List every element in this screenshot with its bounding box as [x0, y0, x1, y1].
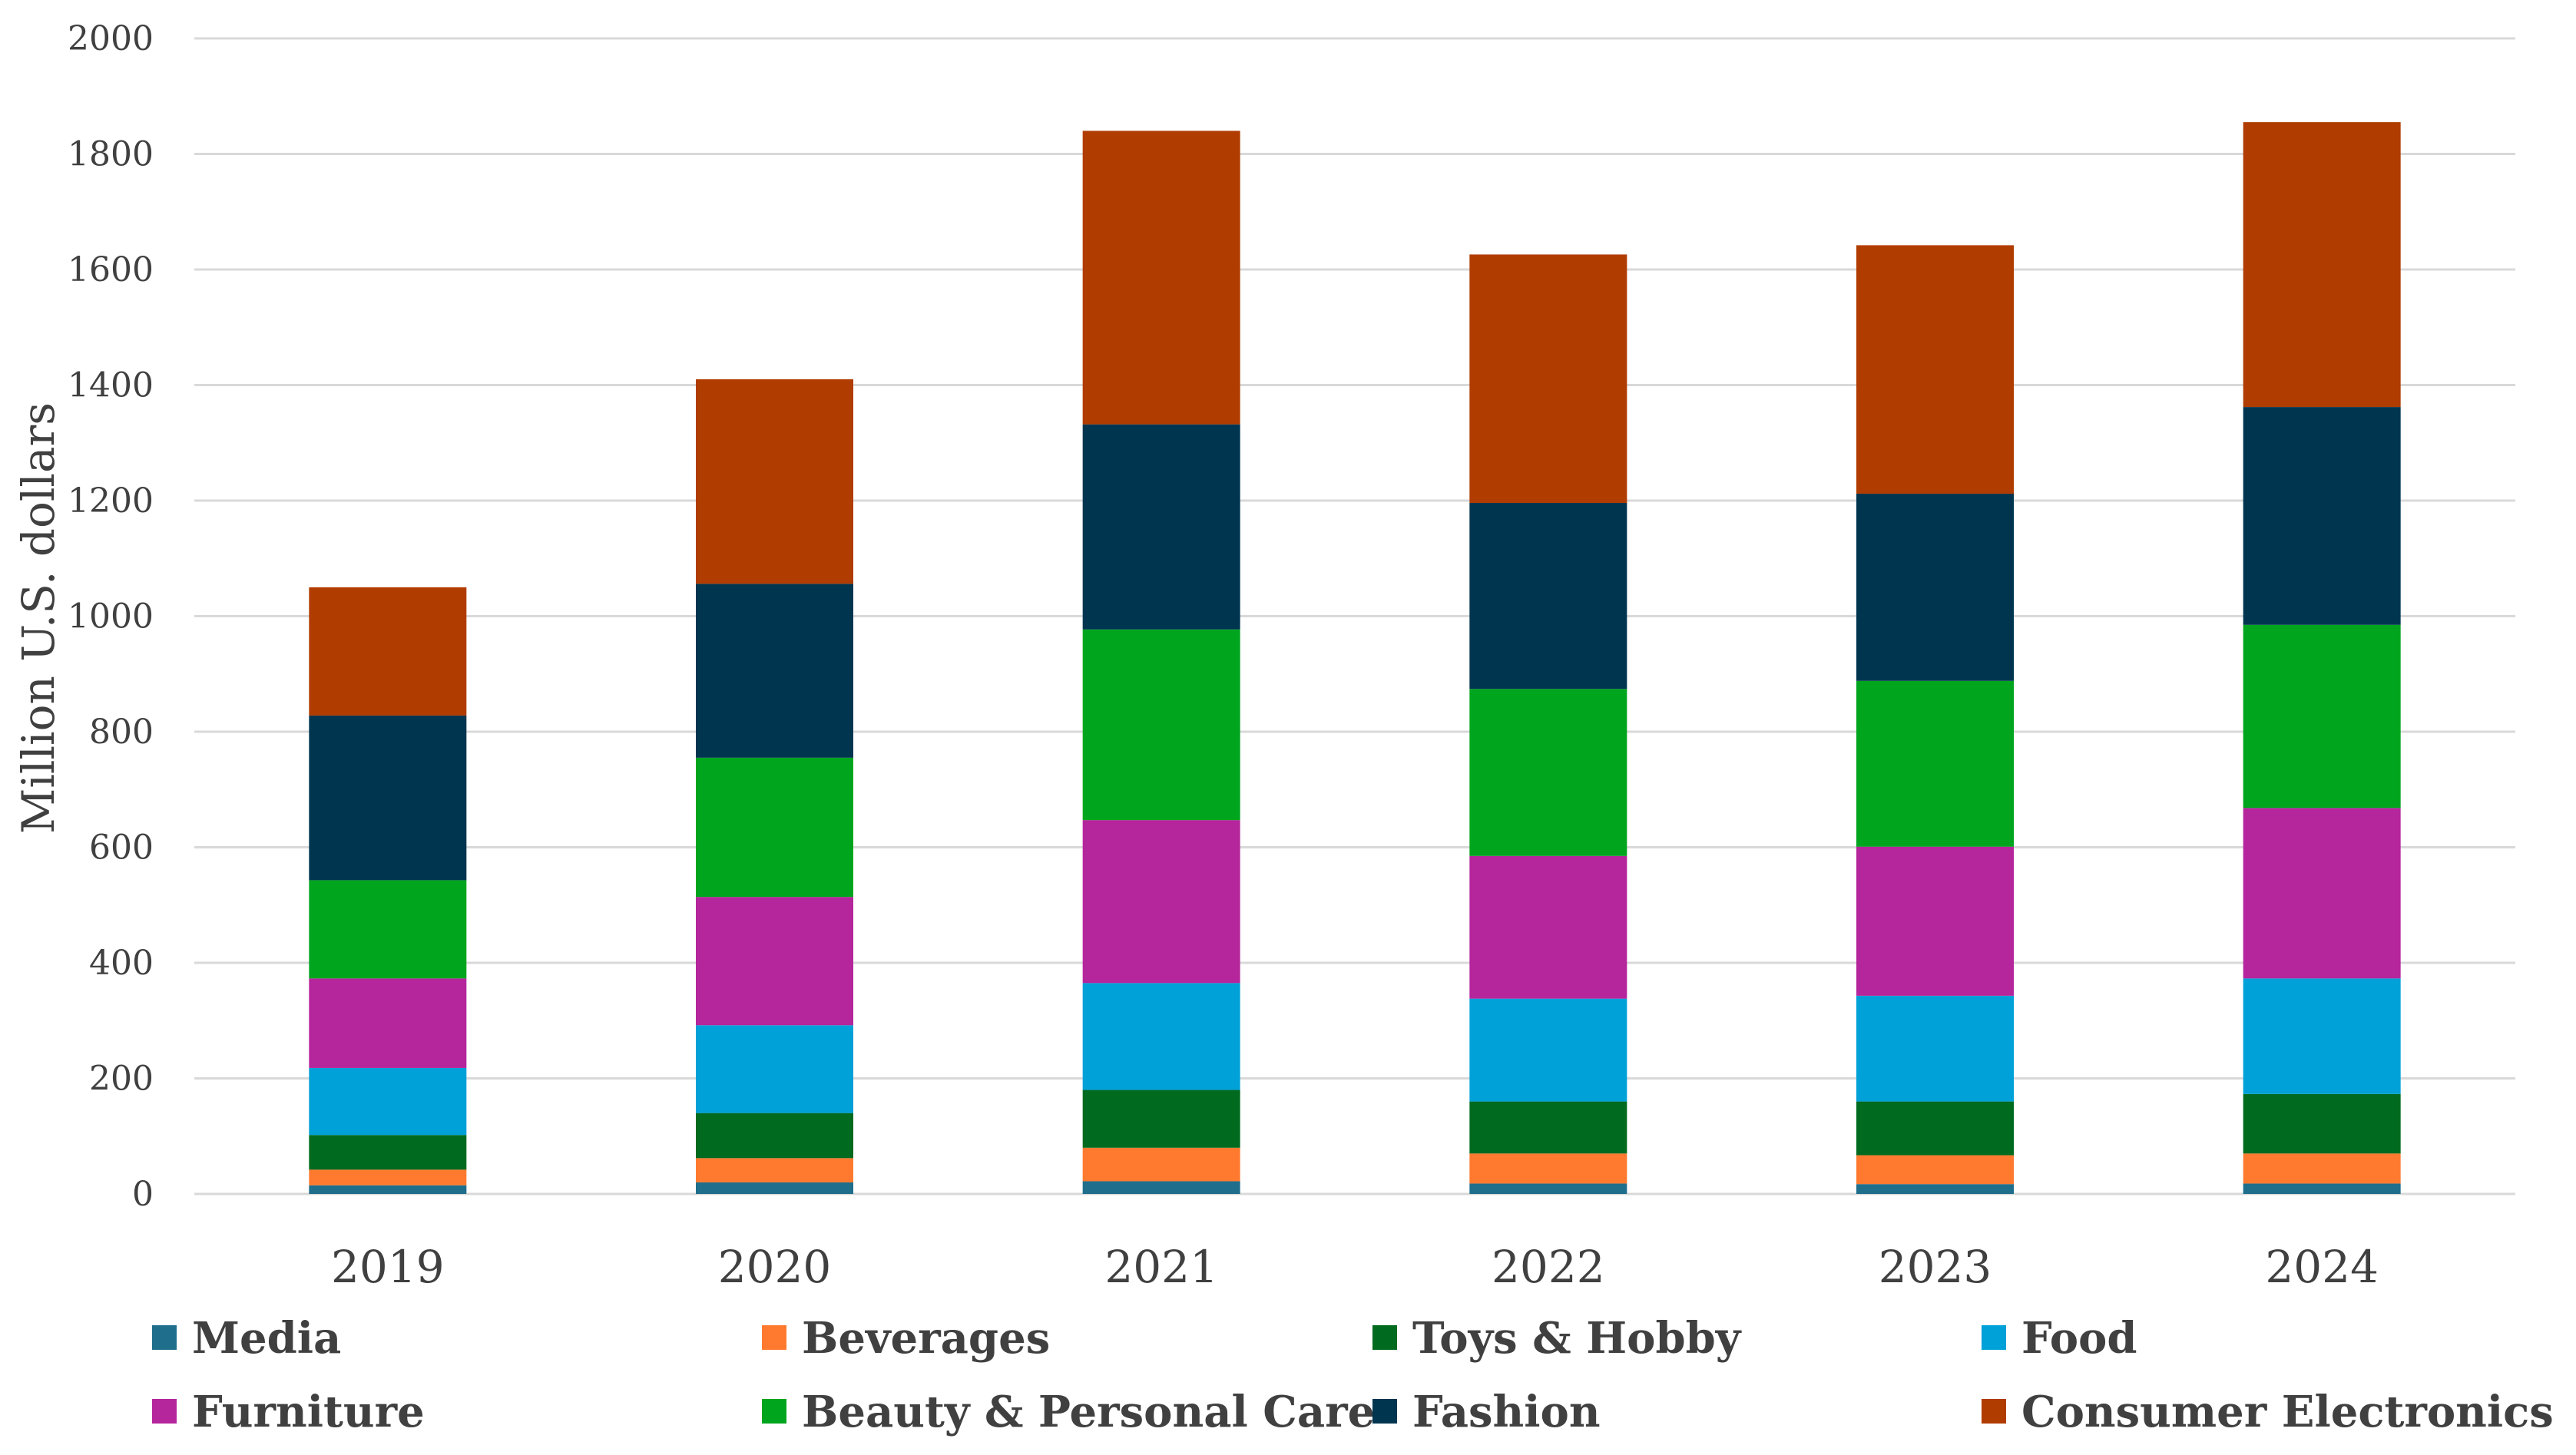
- bar-segment: [309, 715, 467, 881]
- bar-segment: [1082, 629, 1240, 821]
- bar-segment: [309, 978, 467, 1068]
- y-tick-label: 1000: [68, 597, 154, 637]
- legend-label: Beverages: [802, 1313, 1050, 1364]
- bar-segment: [1469, 998, 1627, 1102]
- legend-item: Beverages: [762, 1313, 1050, 1364]
- bar-segment: [1082, 1181, 1240, 1194]
- bar-segment: [2243, 978, 2401, 1094]
- legend-item: Food: [1982, 1313, 2137, 1364]
- bar-segment: [696, 379, 853, 584]
- bar-segment: [696, 584, 853, 758]
- bar-segment: [1469, 1153, 1627, 1184]
- bar-segment: [1856, 1155, 2014, 1185]
- legend-label: Toys & Hobby: [1412, 1313, 1742, 1364]
- bars: [309, 122, 2401, 1194]
- bar-segment: [1856, 680, 2014, 847]
- y-tick-label: 1400: [68, 366, 154, 405]
- y-axis-ticks: 0 200 400 600 800 1000 1200 1400 1600 1800 2000: [68, 19, 154, 1214]
- x-tick-label: 2022: [1492, 1241, 1605, 1293]
- y-tick-label: 400: [89, 944, 154, 983]
- legend: Media Beverages Toys & Hobby Food Furniture B…: [152, 1313, 2554, 1437]
- bar-segment: [2243, 1153, 2401, 1184]
- legend-item: Fashion: [1372, 1387, 1601, 1437]
- legend-label: Fashion: [1412, 1387, 1601, 1437]
- bar-segment: [1856, 995, 2014, 1102]
- legend-label: Food: [2021, 1313, 2137, 1364]
- y-tick-label: 1600: [68, 250, 154, 289]
- bar-segment: [2243, 407, 2401, 625]
- y-tick-label: 800: [89, 713, 154, 752]
- bar-segment: [1469, 1101, 1627, 1154]
- bar-segment: [2243, 624, 2401, 809]
- bar-segment: [309, 587, 467, 716]
- x-tick-label: 2020: [718, 1241, 832, 1293]
- bar-segment: [696, 1158, 853, 1182]
- bar-segment: [2243, 808, 2401, 979]
- bar-segment: [2243, 122, 2401, 408]
- bar-segment: [696, 757, 853, 898]
- gridlines: [194, 37, 2515, 1195]
- x-tick-label: 2024: [2265, 1241, 2379, 1293]
- x-axis-labels: 2019 2020 2021 2022 2023 2024: [331, 1241, 2379, 1293]
- bar-segment: [2243, 1183, 2401, 1194]
- bar-segment: [1469, 855, 1627, 999]
- legend-swatch: [1372, 1325, 1397, 1350]
- y-tick-label: 200: [89, 1060, 154, 1099]
- y-tick-label: 0: [132, 1175, 154, 1214]
- bar-segment: [1082, 983, 1240, 1090]
- legend-item: Toys & Hobby: [1372, 1313, 1742, 1364]
- bar-segment: [1082, 131, 1240, 425]
- bar-segment: [309, 1169, 467, 1185]
- legend-swatch: [762, 1399, 786, 1424]
- bar-segment: [1469, 689, 1627, 856]
- bar-segment: [1082, 1147, 1240, 1182]
- bar-segment: [1856, 1184, 2014, 1194]
- bar-segment: [1856, 846, 2014, 996]
- legend-swatch: [1982, 1399, 2006, 1424]
- legend-label: Media: [192, 1313, 341, 1364]
- bar-segment: [309, 1135, 467, 1170]
- bar-segment: [1082, 1090, 1240, 1148]
- bar-segment: [1856, 1101, 2014, 1156]
- bar-segment: [696, 1025, 853, 1113]
- y-tick-label: 2000: [68, 19, 154, 58]
- bar-segment: [1469, 1183, 1627, 1194]
- legend-item: Consumer Electronics: [1982, 1387, 2554, 1437]
- bar-segment: [696, 897, 853, 1026]
- bar-segment: [1082, 424, 1240, 630]
- x-tick-label: 2021: [1104, 1241, 1218, 1293]
- bar-segment: [1856, 245, 2014, 494]
- legend-item: Beauty & Personal Care: [762, 1387, 1375, 1437]
- legend-label: Consumer Electronics: [2021, 1387, 2554, 1437]
- bar-segment: [696, 1113, 853, 1159]
- x-tick-label: 2019: [331, 1241, 445, 1293]
- bar-segment: [1856, 493, 2014, 681]
- legend-swatch: [1982, 1325, 2006, 1350]
- bar-segment: [1469, 254, 1627, 504]
- y-tick-label: 600: [89, 828, 154, 868]
- legend-label: Furniture: [192, 1387, 425, 1437]
- legend-swatch: [152, 1399, 177, 1424]
- bar-segment: [309, 1185, 467, 1194]
- bar-segment: [1469, 503, 1627, 689]
- bar-segment: [1082, 820, 1240, 984]
- legend-item: Furniture: [152, 1387, 425, 1437]
- legend-swatch: [152, 1325, 177, 1350]
- bar-segment: [2243, 1093, 2401, 1154]
- legend-item: Media: [152, 1313, 341, 1364]
- bar-segment: [309, 880, 467, 979]
- x-tick-label: 2023: [1879, 1241, 1992, 1293]
- y-tick-label: 1800: [68, 135, 154, 174]
- legend-swatch: [1372, 1399, 1397, 1424]
- y-axis-title: Million U.S. dollars: [12, 402, 65, 834]
- legend-swatch: [762, 1325, 786, 1350]
- y-tick-label: 1200: [68, 481, 154, 521]
- bar-segment: [696, 1182, 853, 1194]
- bar-segment: [309, 1067, 467, 1136]
- legend-label: Beauty & Personal Care: [802, 1387, 1375, 1437]
